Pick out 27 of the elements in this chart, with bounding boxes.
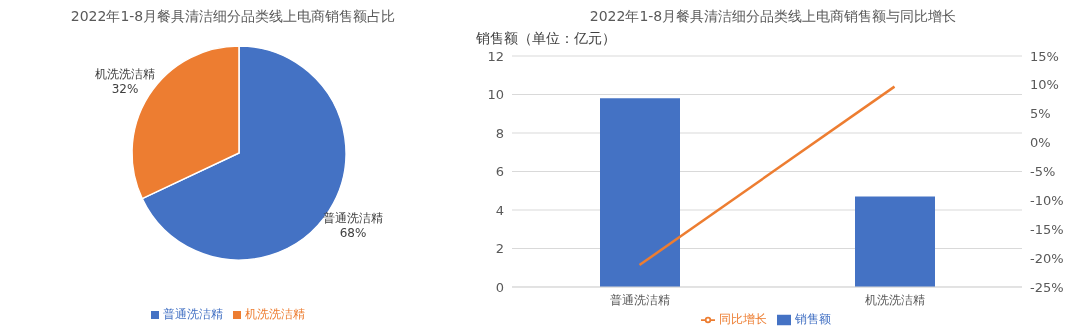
y2-tick-label: -15% bbox=[1030, 221, 1064, 237]
legend-label: 机洗洗洁精 bbox=[245, 307, 305, 321]
y2-tick-label: -5% bbox=[1030, 164, 1056, 180]
y-axis-title: 销售额（单位：亿元） bbox=[475, 30, 617, 48]
chart-title: 2022年1-8月餐具清洁细分品类线上电商销售额占比 bbox=[69, 8, 397, 26]
y2-tick-label: 0% bbox=[1030, 135, 1051, 151]
y2-tick-label: 10% bbox=[1030, 77, 1059, 93]
y-tick-label: 12 bbox=[487, 48, 504, 64]
slice-label: 普通洗洁精 bbox=[322, 211, 383, 226]
y2-tick-label: 15% bbox=[1030, 48, 1059, 64]
y2-tick-label: -25% bbox=[1030, 279, 1064, 295]
slice-label: 机洗洗洁精 bbox=[95, 66, 156, 81]
data-label: 32% bbox=[111, 81, 139, 96]
y-tick-label: 6 bbox=[495, 164, 504, 180]
y-tick-label: 2 bbox=[495, 241, 504, 257]
y2-tick-label: -20% bbox=[1030, 250, 1064, 266]
y-tick-label: 10 bbox=[487, 87, 504, 103]
legend-label: 销售额 bbox=[795, 312, 831, 326]
y2-tick-label: -10% bbox=[1030, 192, 1064, 208]
data-label: 68% bbox=[339, 226, 367, 241]
y2-tick-label: 5% bbox=[1030, 106, 1051, 122]
y-tick-label: 4 bbox=[495, 202, 504, 218]
chart-title: 2022年1-8月餐具清洁细分品类线上电商销售额与同比增长 bbox=[588, 8, 958, 26]
legend-label: 同比增长 bbox=[719, 312, 767, 326]
y-tick-label: 8 bbox=[495, 125, 504, 141]
legend-label: 普通洗洁精 bbox=[163, 307, 223, 321]
y-tick-label: 0 bbox=[495, 279, 504, 295]
